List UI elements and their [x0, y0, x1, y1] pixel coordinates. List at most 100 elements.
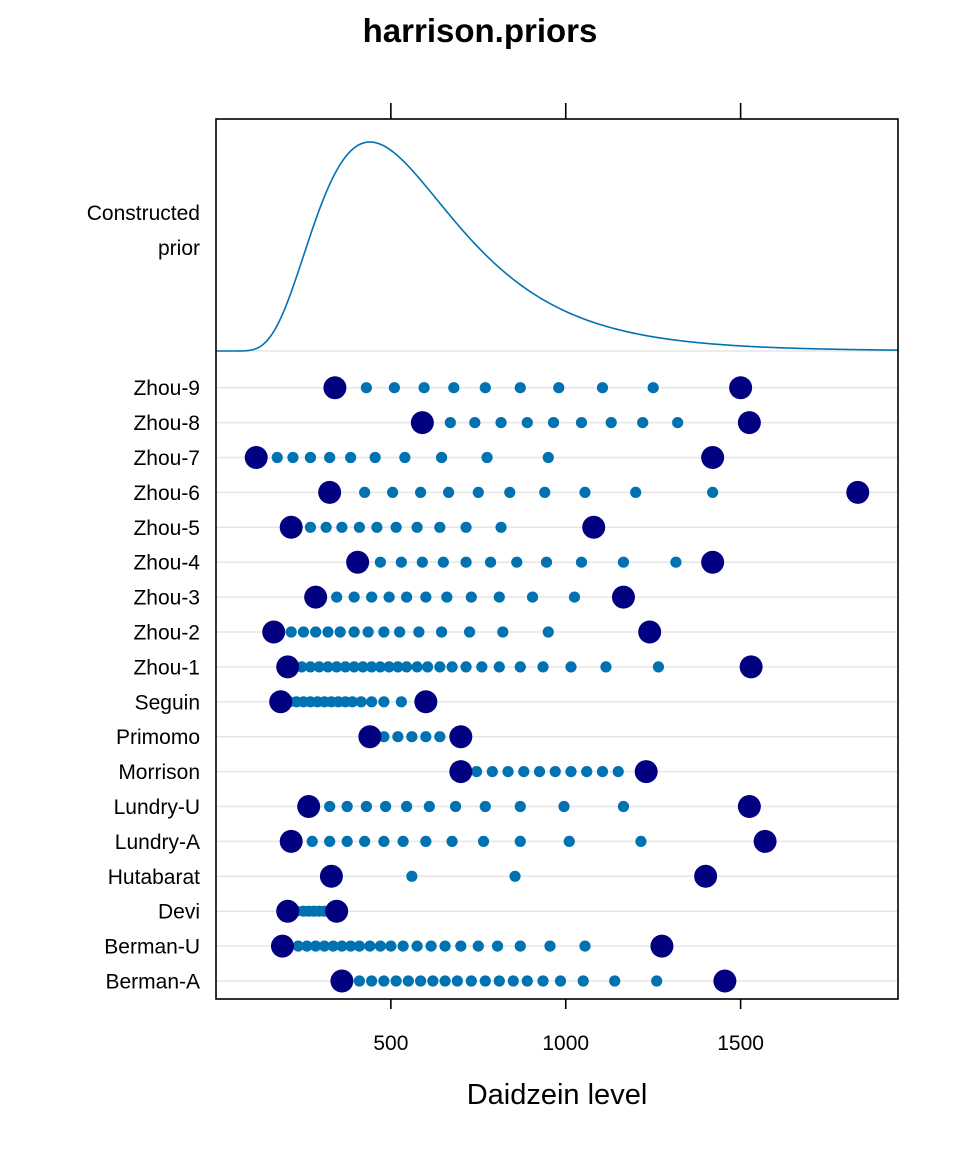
row-label: Zhou-7	[133, 447, 200, 470]
interior-point	[304, 521, 317, 533]
interior-point	[378, 731, 390, 743]
interior-point	[493, 975, 505, 987]
interior-point	[324, 800, 336, 813]
prior-density-curve	[216, 141, 899, 352]
row-label: Hutabarat	[108, 866, 200, 889]
interior-point	[670, 556, 682, 568]
row-series	[297, 795, 761, 818]
interior-point	[579, 486, 591, 498]
interior-point	[435, 451, 448, 464]
interior-point	[427, 975, 439, 987]
endpoint-point	[737, 795, 761, 818]
interior-point	[446, 835, 458, 848]
row-series	[323, 376, 753, 400]
row-series	[358, 725, 473, 749]
interior-point	[285, 626, 297, 638]
interior-point	[596, 766, 609, 778]
interior-point	[390, 975, 402, 987]
interior-point	[304, 661, 317, 673]
interior-point	[477, 835, 490, 848]
interior-point	[476, 661, 488, 673]
row-label: Berman-A	[105, 971, 200, 994]
interior-point	[341, 835, 353, 848]
data-points	[244, 376, 870, 993]
interior-point	[469, 417, 481, 429]
row-label: Berman-U	[104, 936, 200, 959]
interior-point	[553, 382, 565, 394]
interior-point	[547, 417, 560, 429]
interior-point	[322, 661, 334, 673]
interior-point	[612, 766, 624, 778]
interior-point	[360, 800, 372, 813]
interior-point	[423, 800, 435, 813]
interior-point	[651, 975, 663, 987]
endpoint-point	[318, 480, 342, 504]
interior-point	[366, 975, 378, 987]
endpoint-point	[634, 760, 658, 784]
endpoint-point	[701, 550, 725, 574]
interior-point	[495, 417, 507, 429]
interior-point	[493, 661, 505, 673]
interior-point	[514, 800, 526, 813]
x-axis: 500 1000 1500	[373, 103, 764, 1055]
interior-point	[577, 975, 589, 987]
interior-point	[542, 451, 554, 464]
interior-point	[448, 382, 460, 394]
interior-point	[318, 940, 331, 952]
interior-point	[707, 486, 719, 498]
interior-point	[455, 940, 467, 952]
row-label: Zhou-4	[133, 552, 200, 575]
interior-point	[521, 975, 533, 987]
interior-point	[539, 486, 551, 498]
interior-point	[486, 766, 498, 778]
endpoint-point	[737, 411, 761, 435]
interior-point	[518, 766, 530, 778]
interior-point	[320, 521, 332, 533]
row-label: Seguin	[135, 691, 200, 714]
interior-point	[378, 696, 390, 708]
row-label: Zhou-6	[133, 482, 200, 505]
endpoint-point	[694, 864, 718, 888]
interior-point	[331, 591, 343, 603]
interior-point	[479, 382, 491, 394]
interior-point	[271, 451, 283, 464]
interior-point	[425, 940, 437, 952]
interior-point	[511, 556, 523, 568]
interior-point	[353, 975, 365, 987]
row-label: Zhou-8	[133, 412, 200, 435]
interior-point	[441, 591, 453, 603]
interior-point	[491, 940, 504, 952]
row-label: Zhou-2	[133, 622, 200, 645]
interior-point	[540, 556, 553, 568]
endpoint-point	[650, 934, 674, 958]
interior-point	[549, 766, 561, 778]
interior-point	[401, 591, 413, 603]
endpoint-point	[753, 829, 777, 853]
interior-point	[353, 521, 365, 533]
interior-point	[395, 696, 407, 708]
endpoint-point	[739, 655, 763, 679]
endpoint-point	[330, 969, 354, 993]
interior-point	[526, 591, 539, 603]
interior-point	[387, 486, 399, 498]
interior-point	[366, 696, 378, 708]
interior-point	[374, 556, 386, 568]
row-label: Zhou-9	[133, 377, 200, 400]
endpoint-point	[323, 376, 347, 400]
interior-point	[360, 382, 372, 394]
interior-point	[287, 451, 299, 464]
interior-point	[635, 835, 647, 848]
interior-point	[418, 382, 430, 394]
interior-point	[521, 417, 533, 429]
endpoint-point	[638, 620, 662, 644]
interior-point	[292, 940, 304, 952]
interior-point	[406, 870, 418, 882]
row-label: Primomo	[116, 726, 200, 749]
interior-point	[554, 975, 567, 987]
interior-point	[493, 591, 505, 603]
x-tick-label: 1000	[542, 1032, 589, 1055]
interior-point	[390, 521, 402, 533]
interior-point	[575, 556, 588, 568]
interior-point	[345, 940, 357, 952]
